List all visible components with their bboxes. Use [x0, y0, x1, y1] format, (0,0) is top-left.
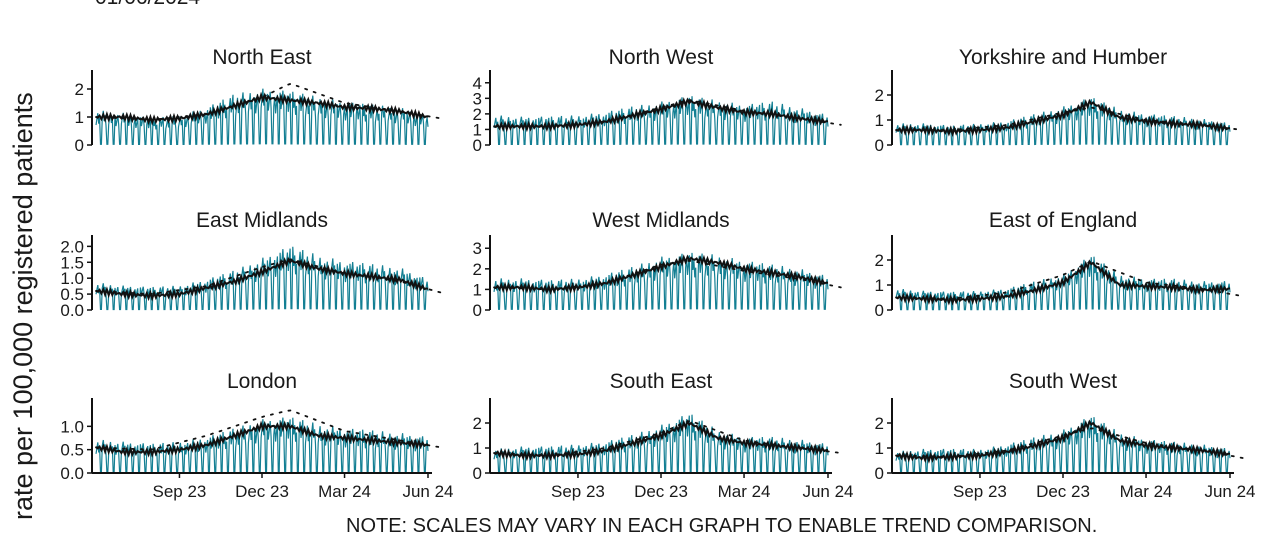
- y-tick-label: 1: [473, 280, 482, 299]
- y-tick-label: 2: [473, 105, 482, 124]
- y-tick-label: 2: [473, 414, 482, 433]
- y-tick-label: 1: [75, 108, 84, 127]
- y-tick-label: 0.0: [60, 301, 84, 320]
- series-trend-line: [493, 419, 829, 462]
- panel-title: North East: [212, 46, 311, 69]
- panel-title: East of England: [989, 209, 1137, 232]
- series-trend-line: [895, 419, 1231, 464]
- y-tick-label: 0: [875, 301, 884, 320]
- y-tick-label: 2: [473, 260, 482, 279]
- y-tick-label: 0.0: [60, 464, 84, 483]
- y-tick-label: 1: [473, 439, 482, 458]
- y-tick-label: 1.0: [60, 417, 84, 436]
- series-trend-line: [95, 256, 429, 302]
- y-tick-label: 0.5: [60, 285, 84, 304]
- y-tick-label: 0: [473, 301, 482, 320]
- series-daily-line: [493, 96, 829, 145]
- x-tick-label: Dec 23: [634, 482, 688, 501]
- y-tick-label: 4: [473, 74, 482, 93]
- panel-south-east: South East 0 1 2 Sep 23 Dec 23 Mar 24 Jun 24: [473, 370, 854, 501]
- panel-east-midlands: East Midlands 0.00.51.01.52.0: [60, 209, 442, 320]
- y-tick-label: 0: [875, 464, 884, 483]
- series-daily-line: [895, 417, 1231, 474]
- series-trend-line: [895, 98, 1231, 138]
- panel-title: South East: [610, 370, 713, 393]
- panel-title: Yorkshire and Humber: [959, 46, 1167, 69]
- x-tick-label: Mar 24: [1120, 482, 1173, 501]
- series-daily-line: [493, 252, 829, 310]
- panel-north-east: North East 0 1 2: [75, 46, 442, 155]
- x-tick-label: Sep 23: [953, 482, 1007, 501]
- x-tick-label: Sep 23: [153, 482, 207, 501]
- x-tick-label: Jun 24: [1204, 482, 1255, 501]
- series-expected-line: [895, 260, 1244, 300]
- series-daily-line: [895, 98, 1231, 146]
- y-tick-label: 0: [875, 136, 884, 155]
- y-tick-label: 1.5: [60, 253, 84, 272]
- x-tick-label: Dec 23: [1036, 482, 1090, 501]
- panel-title: West Midlands: [592, 209, 729, 232]
- panel-title: London: [227, 370, 297, 393]
- panel-west-midlands: West Midlands 0 12 3: [473, 209, 842, 320]
- series-trend-line: [95, 420, 429, 458]
- x-tick-label: Dec 23: [235, 482, 289, 501]
- x-tick-label: Jun 24: [802, 482, 853, 501]
- y-tick-label: 2: [875, 86, 884, 105]
- series-trend-line: [895, 259, 1231, 306]
- y-tick-label: 2.0: [60, 237, 84, 256]
- y-tick-label: 1: [875, 276, 884, 295]
- panel-title: East Midlands: [196, 209, 328, 232]
- x-tick-label: Mar 24: [718, 482, 771, 501]
- y-tick-label: 2: [75, 80, 84, 99]
- y-tick-label: 0: [473, 464, 482, 483]
- y-tick-label: 1.0: [60, 269, 84, 288]
- y-tick-label: 1: [875, 111, 884, 130]
- y-tick-label: 1: [875, 439, 884, 458]
- y-tick-label: 2: [875, 251, 884, 270]
- panel-south-west: South West 0 1 2 Sep 23 Dec 23 Mar 24 Jun 24: [875, 370, 1256, 501]
- y-tick-label: 2: [875, 414, 884, 433]
- y-tick-label: 3: [473, 89, 482, 108]
- y-tick-label: 0: [473, 136, 482, 155]
- x-tick-label: Mar 24: [318, 482, 371, 501]
- x-tick-label: Jun 24: [402, 482, 453, 501]
- panel-title: South West: [1009, 370, 1117, 393]
- y-tick-label: 3: [473, 239, 482, 258]
- series-trend-line: [493, 254, 829, 296]
- panel-title: North West: [609, 46, 714, 69]
- panel-yorkshire-and-humber: Yorkshire and Humber 0 1 2: [875, 46, 1244, 155]
- series-daily-line: [493, 414, 829, 474]
- y-tick-label: 0: [75, 136, 84, 155]
- panel-london: London 0.0 0.5 1.0 Sep 23 Dec 23 Mar 24 Jun 24: [60, 370, 453, 501]
- report-date: 01/06/2024: [95, 0, 200, 10]
- series-trend-line: [95, 91, 429, 126]
- y-tick-label: 1: [473, 120, 482, 139]
- panel-east-of-england: East of England 0 1 2: [875, 209, 1244, 320]
- x-tick-label: Sep 23: [551, 482, 605, 501]
- series-trend-line: [493, 97, 828, 133]
- scale-note: NOTE: SCALES MAY VARY IN EACH GRAPH TO E…: [346, 515, 1098, 537]
- y-tick-label: 0.5: [60, 441, 84, 460]
- series-daily-line: [95, 246, 429, 311]
- series-expected-line: [95, 409, 442, 451]
